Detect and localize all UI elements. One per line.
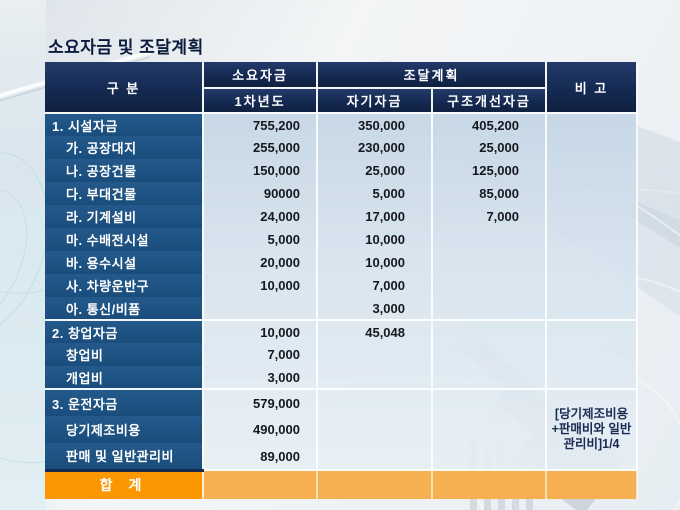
table-footer: 합 계: [45, 468, 638, 499]
total-row: 합 계: [45, 468, 638, 499]
table-row: 창업비 7,000: [45, 343, 637, 366]
category-cell: 라. 기계설비: [45, 205, 204, 228]
own-value-cell: [317, 343, 433, 366]
restructure-value-cell: [432, 366, 547, 389]
own-value-cell: 3,000: [317, 297, 433, 320]
own-value-cell: 230,000: [317, 136, 433, 159]
own-value-cell: 25,000: [317, 159, 433, 182]
category-cell: 가. 공장대지: [45, 136, 204, 159]
table-row: 사. 차량운반구 10,000 7,000: [45, 274, 637, 297]
category-cell: 창업비: [45, 343, 204, 366]
category-cell: 바. 용수시설: [45, 251, 204, 274]
restructure-value-cell: [432, 251, 547, 274]
remarks-empty-cell: [546, 319, 638, 389]
year1-value-cell: 10,000: [203, 274, 318, 297]
year1-value-cell: [203, 297, 318, 320]
table-row: 3. 운전자금 579,000 [당기제조비용+판매비와 일반관리비]1/4: [45, 388, 638, 470]
own-value-cell: [317, 366, 433, 389]
table-row: 바. 용수시설 20,000 10,000: [45, 251, 637, 274]
own-value-cell: [317, 443, 433, 470]
own-value-cell: 10,000: [317, 251, 433, 274]
year1-value-cell: 5,000: [203, 228, 318, 251]
restructure-value-cell: [432, 297, 547, 320]
total-own-cell: [317, 469, 433, 499]
year1-value-cell: 3,000: [203, 366, 318, 389]
restructure-value-cell: [432, 343, 547, 366]
category-cell: 2. 창업자금: [45, 319, 204, 343]
restructure-value-cell: [432, 228, 547, 251]
category-cell: 마. 수배전시설: [45, 228, 204, 251]
header-procurement-plan: 조달계획: [317, 62, 547, 89]
category-cell: 아. 통신/비품: [45, 297, 204, 320]
table-row: 아. 통신/비품 3,000: [45, 297, 637, 320]
header-remarks: 비 고: [546, 62, 638, 114]
year1-value-cell: 10,000: [203, 319, 318, 343]
year1-value-cell: 755,200: [203, 113, 318, 136]
table-row: 판매 및 일반관리비 89,000: [45, 443, 637, 470]
total-year1-cell: [203, 469, 318, 499]
year1-value-cell: 7,000: [203, 343, 318, 366]
year1-value-cell: 89,000: [203, 443, 318, 470]
category-cell: 판매 및 일반관리비: [45, 443, 204, 470]
table-body: 1. 시설자금 755,200 350,000 405,200 가. 공장대지 255,0…: [45, 113, 638, 470]
category-cell: 다. 부대건물: [45, 182, 204, 205]
own-value-cell: [317, 388, 433, 416]
year1-value-cell: 255,000: [203, 136, 318, 159]
total-remarks-cell: [546, 469, 638, 499]
restructure-value-cell: [432, 388, 547, 416]
year1-value-cell: 90000: [203, 182, 318, 205]
year1-value-cell: 150,000: [203, 159, 318, 182]
remarks-empty-cell: [546, 113, 638, 320]
own-value-cell: 7,000: [317, 274, 433, 297]
restructure-value-cell: [432, 443, 547, 470]
category-cell: 3. 운전자금: [45, 388, 204, 416]
table-row: 당기제조비용 490,000: [45, 416, 637, 443]
table-row: 개업비 3,000: [45, 366, 637, 389]
own-value-cell: 17,000: [317, 205, 433, 228]
category-cell: 1. 시설자금: [45, 113, 204, 136]
own-value-cell: 5,000: [317, 182, 433, 205]
category-cell: 사. 차량운반구: [45, 274, 204, 297]
year1-value-cell: 24,000: [203, 205, 318, 228]
page-title: 소요자금 및 조달계획: [48, 38, 204, 58]
table-header: 구 분 소요자금 조달계획 비 고 1차년도 자기자금 구조개선자금: [45, 62, 638, 114]
header-own-funds: 자기자금: [317, 88, 433, 114]
table-row: 2. 창업자금 10,000 45,048: [45, 319, 638, 389]
remarks-note-cell: [당기제조비용+판매비와 일반관리비]1/4: [546, 388, 638, 470]
total-restructure-cell: [432, 469, 547, 499]
own-value-cell: 45,048: [317, 319, 433, 343]
restructure-value-cell: 7,000: [432, 205, 547, 228]
funds-table: 구 분 소요자금 조달계획 비 고 1차년도 자기자금 구조개선자금 1. 시설…: [45, 62, 638, 499]
header-required-funds: 소요자금: [203, 62, 318, 89]
header-year1: 1차년도: [203, 88, 318, 114]
restructure-value-cell: [432, 416, 547, 443]
restructure-value-cell: 25,000: [432, 136, 547, 159]
own-value-cell: 10,000: [317, 228, 433, 251]
category-cell: 나. 공장건물: [45, 159, 204, 182]
category-cell: 당기제조비용: [45, 416, 204, 443]
year1-value-cell: 490,000: [203, 416, 318, 443]
left-decor-band: [0, 0, 46, 510]
category-cell: 개업비: [45, 366, 204, 389]
header-restructure-funds: 구조개선자금: [432, 88, 547, 114]
restructure-value-cell: [432, 319, 547, 343]
year1-value-cell: 579,000: [203, 388, 318, 416]
restructure-value-cell: 85,000: [432, 182, 547, 205]
restructure-value-cell: 125,000: [432, 159, 547, 182]
total-label-cell: 합 계: [45, 468, 204, 499]
own-value-cell: 350,000: [317, 113, 433, 136]
restructure-value-cell: 405,200: [432, 113, 547, 136]
own-value-cell: [317, 416, 433, 443]
restructure-value-cell: [432, 274, 547, 297]
year1-value-cell: 20,000: [203, 251, 318, 274]
table-row: 1. 시설자금 755,200 350,000 405,200: [45, 113, 638, 320]
funds-table-container: 구 분 소요자금 조달계획 비 고 1차년도 자기자금 구조개선자금 1. 시설…: [45, 62, 638, 499]
header-category: 구 분: [45, 62, 204, 114]
